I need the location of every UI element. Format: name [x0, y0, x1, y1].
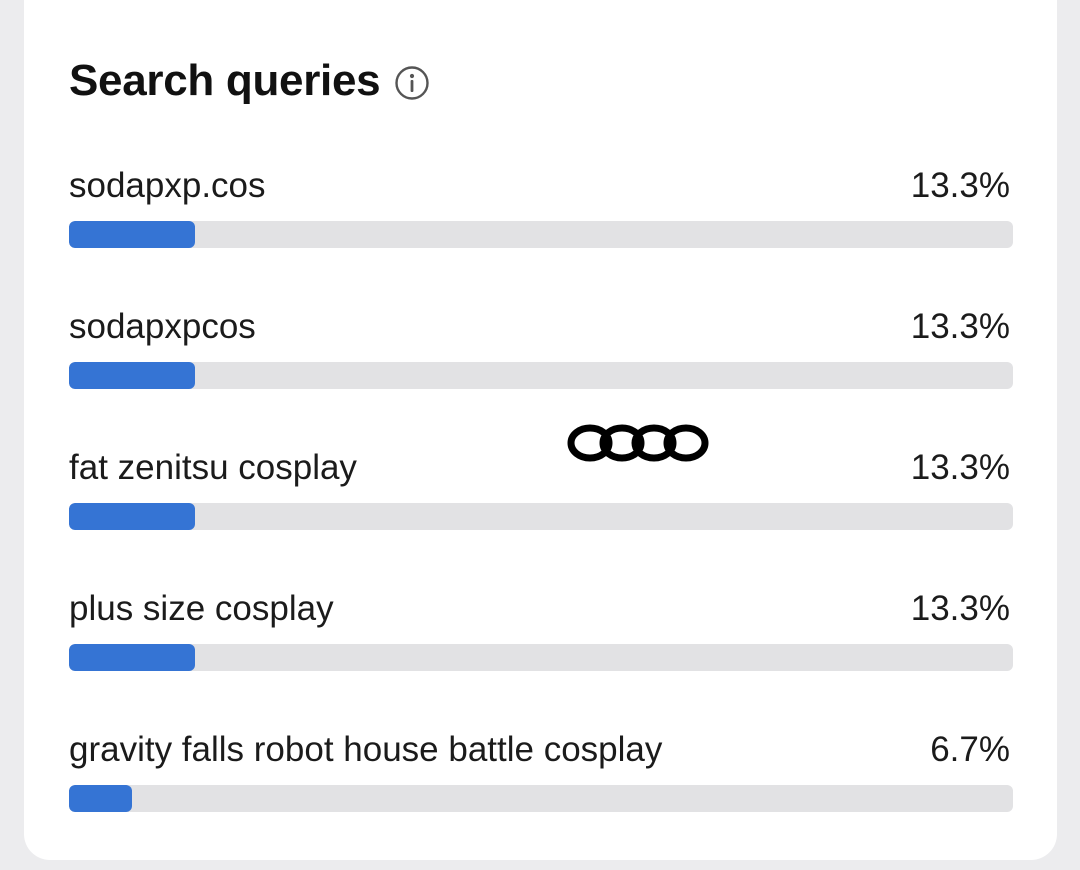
search-queries-card — [24, 0, 1057, 860]
query-bar-fill — [69, 644, 195, 671]
query-bar-track — [69, 221, 1013, 248]
query-row: sodapxp.cos 13.3% — [69, 166, 1013, 278]
query-row: sodapxpcos 13.3% — [69, 307, 1013, 419]
query-bar-track — [69, 503, 1013, 530]
query-row: fat zenitsu cosplay 13.3% — [69, 448, 1013, 560]
four-rings-logo-icon — [566, 421, 712, 465]
query-bar-track — [69, 785, 1013, 812]
query-label: sodapxpcos — [69, 307, 256, 346]
query-row: gravity falls robot house battle cosplay… — [69, 730, 1013, 842]
query-label: gravity falls robot house battle cosplay — [69, 730, 663, 769]
query-label: sodapxp.cos — [69, 166, 266, 205]
query-bar-fill — [69, 362, 195, 389]
query-bar-fill — [69, 785, 133, 812]
query-bar-track — [69, 362, 1013, 389]
query-percentage: 13.3% — [910, 307, 1010, 346]
query-row: plus size cosplay 13.3% — [69, 589, 1013, 701]
card-title: Search queries — [69, 56, 381, 105]
query-percentage: 13.3% — [910, 448, 1010, 487]
query-percentage: 13.3% — [910, 589, 1010, 628]
query-label: plus size cosplay — [69, 589, 334, 628]
query-bar-fill — [69, 221, 195, 248]
query-bar-track — [69, 644, 1013, 671]
query-percentage: 6.7% — [930, 730, 1010, 769]
query-percentage: 13.3% — [910, 166, 1010, 205]
query-bar-fill — [69, 503, 195, 530]
card-header: Search queries — [69, 56, 430, 106]
query-label: fat zenitsu cosplay — [69, 448, 357, 487]
info-circle-icon[interactable] — [394, 65, 430, 101]
